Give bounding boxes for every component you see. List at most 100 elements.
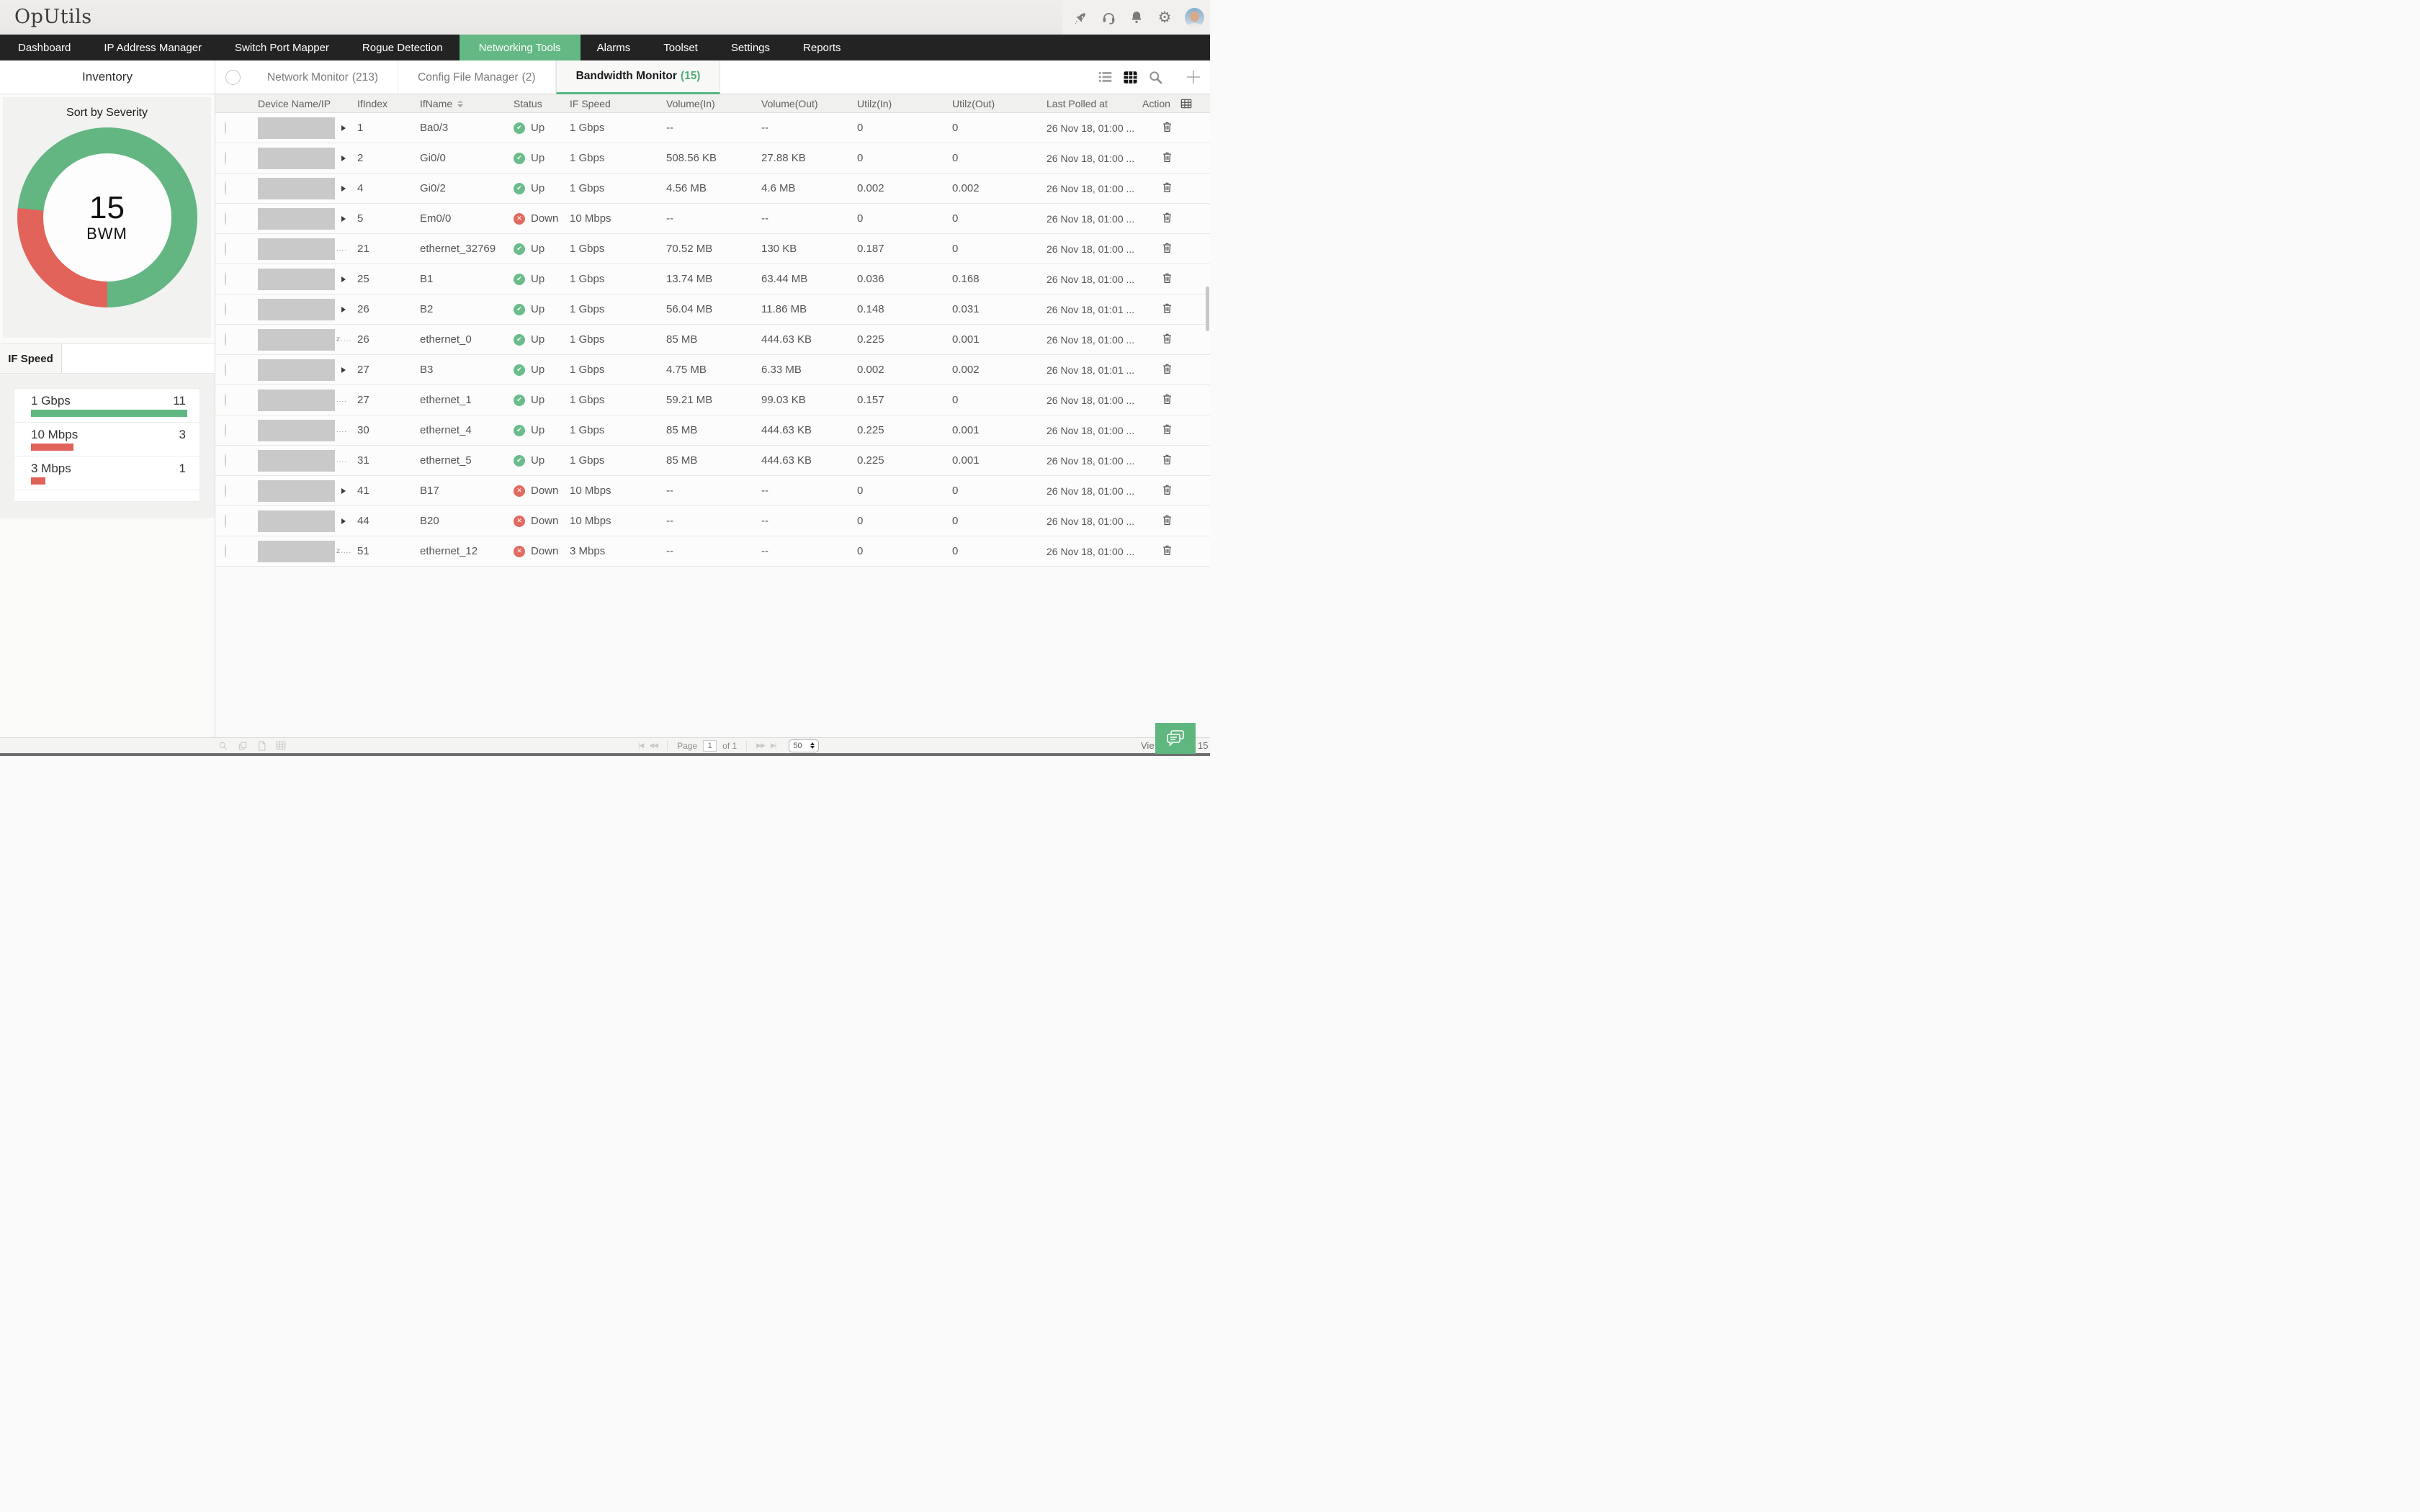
col-header-ifindex[interactable]: IfIndex <box>357 98 420 109</box>
page-size-select[interactable]: 50 <box>789 739 820 752</box>
device-name-redacted[interactable] <box>258 147 335 169</box>
table-row[interactable]: .... 21 ethernet_32769 ✔ Up 1 Gbps 70.52 MB 130… <box>215 234 1210 264</box>
expand-arrow-icon[interactable] <box>341 276 346 282</box>
expand-arrow-icon[interactable] <box>341 487 346 494</box>
expand-arrow-icon[interactable] <box>341 366 346 373</box>
table-row[interactable]: 25 B1 ✔ Up 1 Gbps 13.74 MB 63.44 MB 0.036 0.168 2… <box>215 264 1210 294</box>
device-name-redacted[interactable] <box>258 419 335 441</box>
nav-tab-networking-tools[interactable]: Networking Tools <box>459 35 581 60</box>
device-name-redacted[interactable] <box>258 480 335 502</box>
col-header-utilz-out[interactable]: Utilz(Out) <box>952 98 1047 109</box>
speed-bar-row[interactable]: 10 Mbps 3 <box>14 423 200 456</box>
nav-tab-switch-port-mapper[interactable]: Switch Port Mapper <box>235 41 329 54</box>
page-number-input[interactable] <box>703 739 717 752</box>
delete-row-button[interactable] <box>1161 211 1173 224</box>
col-header-device-name-ip[interactable]: Device Name/IP <box>258 98 357 109</box>
list-view-icon[interactable] <box>1097 69 1113 85</box>
rocket-icon[interactable] <box>1072 9 1088 25</box>
device-name-redacted[interactable] <box>258 207 335 230</box>
row-checkbox[interactable] <box>225 242 226 256</box>
col-header-action[interactable]: Action <box>1142 98 1210 109</box>
grid-view-icon[interactable] <box>1122 69 1138 85</box>
device-name-redacted[interactable] <box>258 238 335 260</box>
row-checkbox[interactable] <box>225 514 226 528</box>
row-checkbox[interactable] <box>225 121 226 135</box>
nav-tab-settings[interactable]: Settings <box>730 41 771 54</box>
table-row[interactable]: .... 27 ethernet_1 ✔ Up 1 Gbps 59.21 MB 99.03 K… <box>215 385 1210 415</box>
col-header-volume-out[interactable]: Volume(Out) <box>761 98 857 109</box>
subtab-network-monitor[interactable]: Network Monitor (213) <box>248 60 399 94</box>
last-page-button[interactable]: ▶| <box>771 742 776 749</box>
device-name-redacted[interactable] <box>258 449 335 472</box>
col-header-if-speed[interactable]: IF Speed <box>570 98 666 109</box>
severity-donut-chart[interactable]: 15 BWM <box>17 127 197 307</box>
row-checkbox[interactable] <box>225 423 226 437</box>
expand-arrow-icon[interactable] <box>341 215 346 222</box>
expand-arrow-icon[interactable] <box>341 125 346 131</box>
speed-bar-row[interactable]: 3 Mbps 1 <box>14 456 200 490</box>
row-checkbox[interactable] <box>225 484 226 498</box>
delete-row-button[interactable] <box>1161 120 1173 133</box>
table-row[interactable]: 41 B17 ✕ Down 10 Mbps -- -- 0 0 26 Nov 18, 01:00 … <box>215 476 1210 506</box>
device-name-redacted[interactable] <box>258 328 335 351</box>
delete-row-button[interactable] <box>1161 453 1173 466</box>
zoom-icon[interactable] <box>218 741 228 751</box>
device-name-redacted[interactable] <box>258 117 335 139</box>
delete-row-button[interactable] <box>1161 181 1173 194</box>
expand-arrow-icon[interactable] <box>341 518 346 524</box>
row-checkbox[interactable] <box>225 363 226 377</box>
subtab-config-file-manager[interactable]: Config File Manager (2) <box>398 60 556 94</box>
delete-row-button[interactable] <box>1161 362 1173 375</box>
row-checkbox[interactable] <box>225 151 226 165</box>
table-row[interactable]: 5 Em0/0 ✕ Down 10 Mbps -- -- 0 0 26 Nov 18, 01:00… <box>215 204 1210 234</box>
row-checkbox[interactable] <box>225 393 226 407</box>
table-row[interactable]: 1 Ba0/3 ✔ Up 1 Gbps -- -- 0 0 26 Nov 18, 01:00 ..… <box>215 113 1210 143</box>
col-header-status[interactable]: Status <box>514 98 570 109</box>
subtab-bandwidth-monitor[interactable]: Bandwidth Monitor (15) <box>555 60 721 94</box>
feedback-chat-button[interactable] <box>1155 723 1196 754</box>
table-row[interactable]: 27 B3 ✔ Up 1 Gbps 4.75 MB 6.33 MB 0.002 0.002 26 … <box>215 355 1210 385</box>
row-checkbox[interactable] <box>225 212 226 225</box>
delete-row-button[interactable] <box>1161 423 1173 436</box>
delete-row-button[interactable] <box>1161 392 1173 405</box>
expand-arrow-icon[interactable] <box>341 155 346 161</box>
table-row[interactable]: 2 Gi0/0 ✔ Up 1 Gbps 508.56 KB 27.88 KB 0 0 26 Nov… <box>215 143 1210 174</box>
row-checkbox[interactable] <box>225 544 226 558</box>
nav-tab-dashboard[interactable]: Dashboard <box>18 41 71 54</box>
nav-tab-reports[interactable]: Reports <box>803 41 841 54</box>
delete-row-button[interactable] <box>1161 332 1173 345</box>
scrollbar-thumb[interactable] <box>1206 287 1209 331</box>
col-header-utilz-in[interactable]: Utilz(In) <box>857 98 952 109</box>
bell-notifications-icon[interactable] <box>1129 9 1144 25</box>
expand-arrow-icon[interactable] <box>341 185 346 192</box>
row-checkbox[interactable] <box>225 272 226 286</box>
device-name-redacted[interactable] <box>258 540 335 562</box>
nav-tab-alarms[interactable]: Alarms <box>596 41 631 54</box>
device-name-redacted[interactable] <box>258 177 335 199</box>
table-row[interactable]: z.... 51 ethernet_12 ✕ Down 3 Mbps -- -- 0 0 26 No… <box>215 536 1210 567</box>
nav-tab-rogue-detection[interactable]: Rogue Detection <box>362 41 443 54</box>
device-name-redacted[interactable] <box>258 510 335 532</box>
duplicate-icon[interactable] <box>238 741 248 751</box>
nav-tab-toolset[interactable]: Toolset <box>663 41 698 54</box>
delete-row-button[interactable] <box>1161 150 1173 163</box>
tab-if-speed[interactable]: IF Speed <box>0 344 62 373</box>
select-all-radio[interactable] <box>225 69 241 85</box>
gear-settings-icon[interactable]: ⚙ <box>1157 9 1172 26</box>
table-row[interactable]: 26 B2 ✔ Up 1 Gbps 56.04 MB 11.86 MB 0.148 0.031 2… <box>215 294 1210 325</box>
device-name-redacted[interactable] <box>258 298 335 320</box>
nav-tab-ip-address-manager[interactable]: IP Address Manager <box>104 41 202 54</box>
export-file-icon[interactable] <box>257 741 266 751</box>
export-grid-icon[interactable] <box>276 741 286 750</box>
add-icon[interactable] <box>1186 69 1201 85</box>
delete-row-button[interactable] <box>1161 302 1173 315</box>
delete-row-button[interactable] <box>1161 241 1173 254</box>
delete-row-button[interactable] <box>1161 483 1173 496</box>
device-name-redacted[interactable] <box>258 268 335 290</box>
table-row[interactable]: .... 31 ethernet_5 ✔ Up 1 Gbps 85 MB 444.63 KB 0… <box>215 446 1210 476</box>
expand-arrow-icon[interactable] <box>341 306 346 312</box>
table-row[interactable]: .... 30 ethernet_4 ✔ Up 1 Gbps 85 MB 444.63 KB 0… <box>215 415 1210 446</box>
first-page-button[interactable]: |◀ <box>638 742 644 749</box>
col-header-last-polled-at[interactable]: Last Polled at <box>1047 98 1142 109</box>
sort-icon[interactable] <box>457 99 464 107</box>
